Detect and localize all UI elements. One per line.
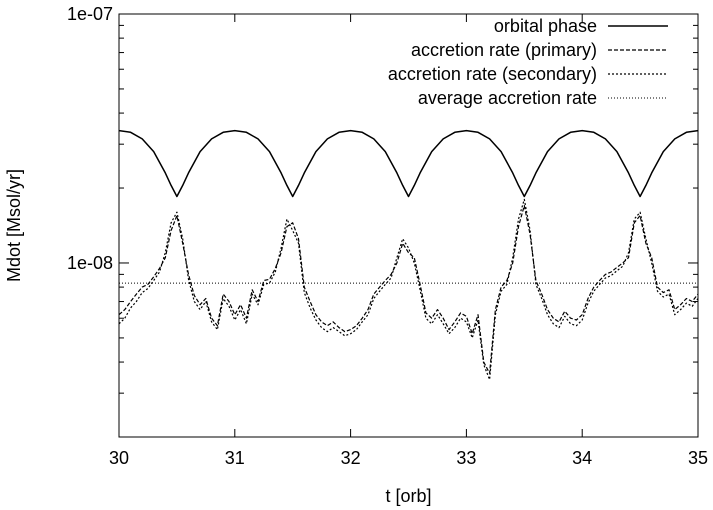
- x-tick-label: 33: [456, 448, 476, 468]
- x-tick-label: 31: [225, 448, 245, 468]
- x-tick-label: 32: [341, 448, 361, 468]
- x-tick-label: 35: [688, 448, 708, 468]
- legend: orbital phase accretion rate (primary) acc…: [388, 16, 668, 108]
- legend-label-1: orbital phase: [494, 16, 597, 36]
- x-tick-label: 30: [109, 448, 129, 468]
- legend-label-4: average accretion rate: [418, 88, 597, 108]
- y-tick-label: 1e-08: [67, 253, 113, 273]
- series-line-2: [119, 205, 698, 374]
- plot-frame: [118, 13, 699, 438]
- legend-label-2: accretion rate (primary): [411, 40, 597, 60]
- legend-label-3: accretion rate (secondary): [388, 64, 597, 84]
- axes: 30 31 32 33 34 35 1e-08 1e-07: [67, 4, 708, 468]
- x-axis-label: t [orb]: [385, 486, 431, 506]
- y-tick-label: 1e-07: [67, 4, 113, 24]
- x-tick-label: 34: [572, 448, 592, 468]
- series-line-3: [119, 198, 698, 381]
- y-axis-label: Mdot [Msol/yr]: [4, 169, 24, 282]
- plot-marks: [119, 129, 698, 381]
- series-line-1: [119, 129, 698, 198]
